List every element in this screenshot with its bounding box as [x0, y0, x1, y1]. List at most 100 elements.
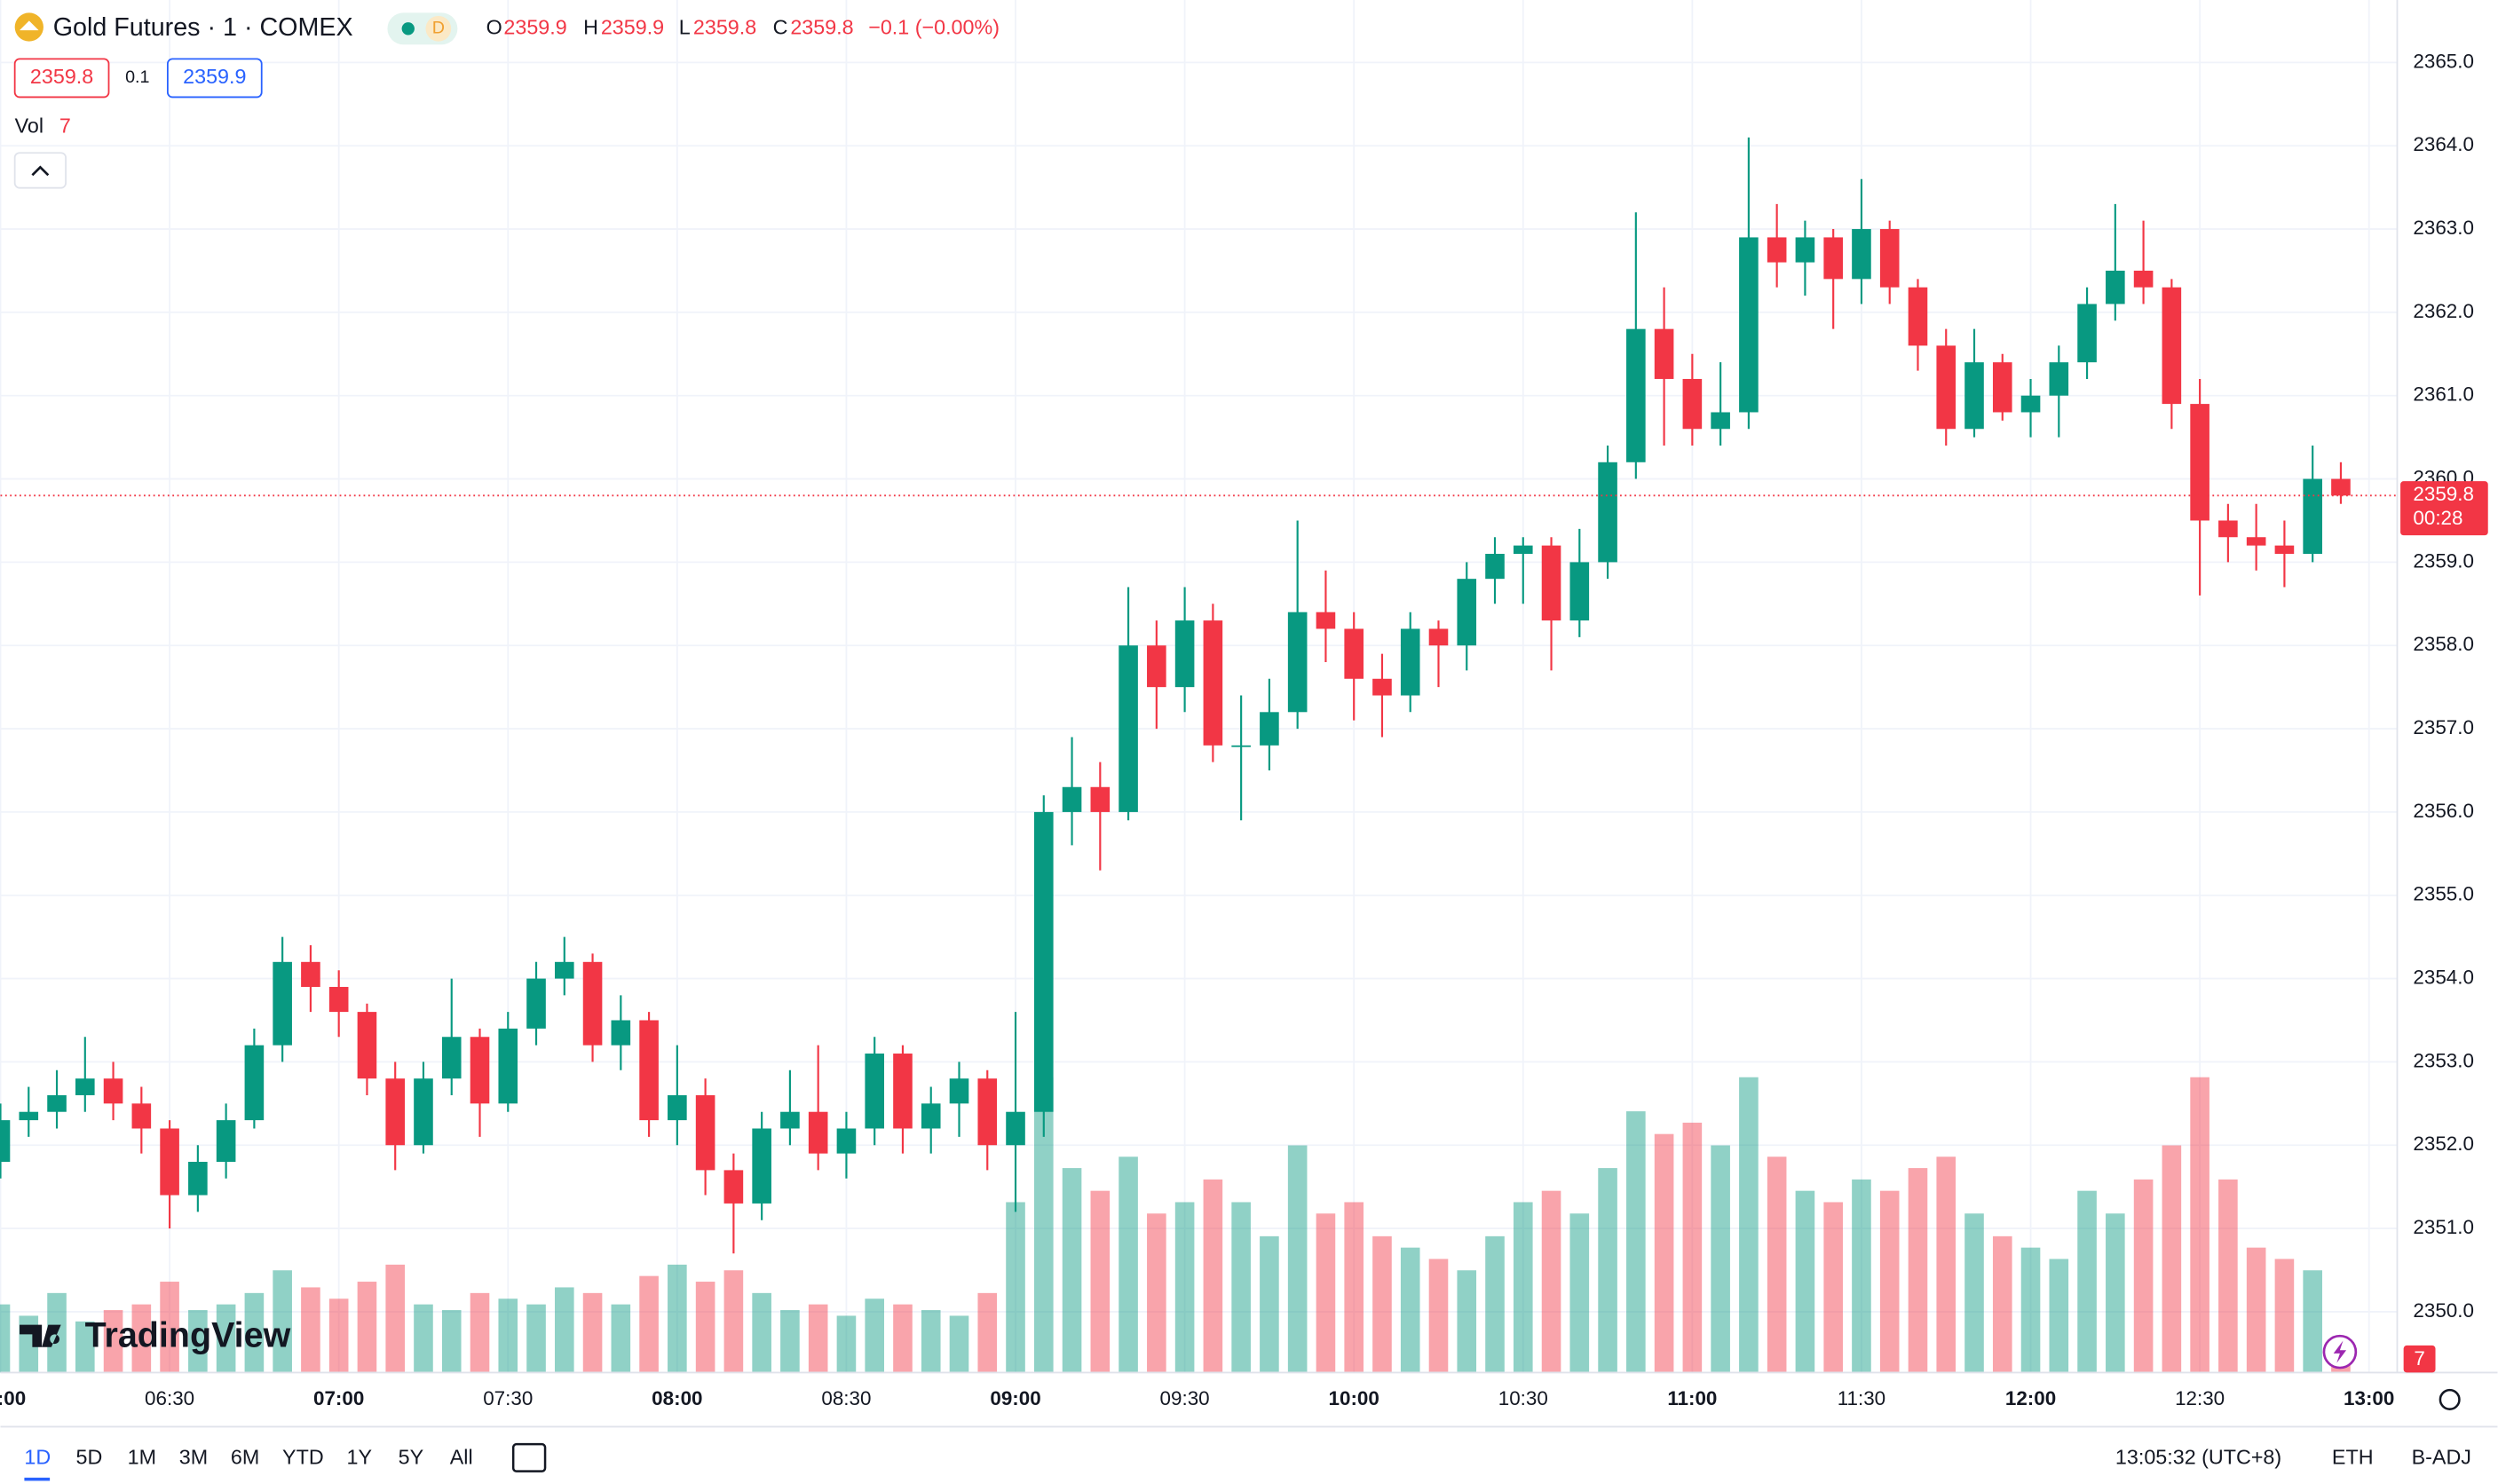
candle-body [160, 1128, 179, 1196]
candle-body [1711, 412, 1730, 430]
volume-bar [1992, 1235, 2012, 1373]
volume-bar [188, 1310, 208, 1373]
active-range-underline [24, 1477, 51, 1481]
x-tick-label: 10:30 [1498, 1387, 1548, 1409]
volume-bar [2077, 1190, 2097, 1373]
range-button[interactable]: 1M [128, 1445, 156, 1468]
y-tick-label: 2355.0 [2413, 883, 2474, 905]
volume-bar [752, 1292, 771, 1373]
candle-body [19, 1111, 39, 1121]
range-button[interactable]: YTD [282, 1445, 324, 1468]
volume-bar [160, 1282, 179, 1373]
candle-body [2190, 404, 2209, 521]
session-toggle[interactable]: ETH [2332, 1445, 2374, 1468]
candle-body [752, 1128, 771, 1204]
range-button[interactable]: 6M [231, 1445, 259, 1468]
volume-bar [780, 1310, 800, 1373]
range-button[interactable]: 1Y [347, 1445, 373, 1468]
candle-body [441, 1037, 462, 1079]
candle-body [808, 1111, 828, 1154]
ohlc-value: 2359.9 [503, 15, 566, 38]
collapse-icon [31, 165, 50, 177]
x-tick-label: 08:30 [821, 1387, 871, 1409]
axes: 2350.0 2351.0 2352.0 2353.0 2354.0 2355.0 2356… [0, 50, 2488, 1409]
settings-icon[interactable] [2439, 1388, 2461, 1410]
collapse-button[interactable] [13, 152, 67, 189]
volume-bar [1174, 1202, 1195, 1373]
volume-bar [2274, 1259, 2295, 1373]
y-tick-label: 2363.0 [2413, 217, 2474, 239]
candle-body [1852, 229, 1871, 280]
candle-body [1457, 579, 1477, 646]
candle-body [1485, 554, 1505, 580]
candle-body [1119, 645, 1138, 812]
candle-body [723, 1170, 744, 1204]
candle-body [1682, 378, 1703, 430]
candle-body [2049, 362, 2069, 396]
symbol-icon-glyph [20, 20, 39, 31]
bid-price[interactable]: 2359.8 [30, 65, 93, 88]
volume-bar [639, 1275, 659, 1373]
y-tick-label: 2361.0 [2413, 383, 2474, 406]
x-tick-label: 06:30 [145, 1387, 194, 1409]
candle-body [1400, 628, 1420, 696]
volume-legend-value: 7 [59, 114, 71, 138]
ohlc-value: 2359.8 [693, 15, 756, 38]
volume-bar [1090, 1190, 1111, 1373]
candle-body [949, 1078, 969, 1104]
candle-body [1344, 628, 1364, 679]
volume-bar [668, 1264, 687, 1373]
volume-bar [0, 1304, 11, 1373]
date-range-icon[interactable] [511, 1442, 547, 1472]
volume-bar [1287, 1145, 1308, 1373]
range-button[interactable]: 5D [76, 1445, 103, 1468]
volume-bar [1795, 1190, 1815, 1373]
y-tick-label: 2350.0 [2413, 1299, 2474, 1322]
candle-body [47, 1094, 67, 1112]
range-button[interactable]: 1D [24, 1445, 51, 1468]
x-tick-label: 07:00 [313, 1387, 364, 1409]
symbol-title[interactable]: Gold Futures · 1 · COMEX [53, 13, 353, 42]
volume-layer [0, 1077, 2351, 1373]
candle-body [1147, 645, 1166, 688]
adjust-toggle[interactable]: B-ADJ [2412, 1445, 2471, 1468]
y-tick-label: 2351.0 [2413, 1216, 2474, 1238]
range-button[interactable]: All [450, 1445, 473, 1468]
buy-button[interactable] [166, 58, 263, 99]
candle-body [1879, 229, 1900, 288]
watermark[interactable]: TradingView [85, 1315, 291, 1354]
volume-bar [385, 1264, 406, 1373]
clock: 13:05:32 (UTC+8) [2115, 1445, 2281, 1468]
candle-body [2218, 520, 2238, 538]
candle-body [0, 1120, 11, 1163]
volume-bar [1711, 1145, 1730, 1373]
candle-body [498, 1028, 518, 1104]
volume-bar [301, 1287, 320, 1373]
volume-bar [1936, 1156, 1957, 1373]
volume-bar [1428, 1259, 1449, 1373]
candle-body [1090, 786, 1111, 812]
sell-button[interactable] [13, 58, 110, 99]
candle-body [470, 1037, 490, 1104]
candle-body [1823, 237, 1843, 280]
candle-body [582, 961, 603, 1046]
ohlc-key: H [583, 15, 598, 38]
candle-body [1428, 628, 1449, 646]
volume-bar [75, 1321, 95, 1373]
candle-body [836, 1128, 857, 1154]
candle-body [611, 1020, 631, 1046]
candle-body [1316, 612, 1336, 629]
volume-bar [2133, 1179, 2154, 1373]
range-button[interactable]: 5Y [399, 1445, 424, 1468]
y-tick-label: 2365.0 [2413, 50, 2474, 72]
volume-bar [1231, 1202, 1251, 1373]
volume-bar [2162, 1145, 2182, 1373]
ask-price[interactable]: 2359.9 [183, 65, 246, 88]
x-tick-label: 12:00 [2005, 1387, 2056, 1409]
volume-bar [554, 1287, 574, 1373]
range-button[interactable]: 3M [179, 1445, 208, 1468]
volume-bar [103, 1310, 123, 1373]
candle-body [2331, 478, 2351, 496]
volume-bar [1062, 1168, 1082, 1373]
